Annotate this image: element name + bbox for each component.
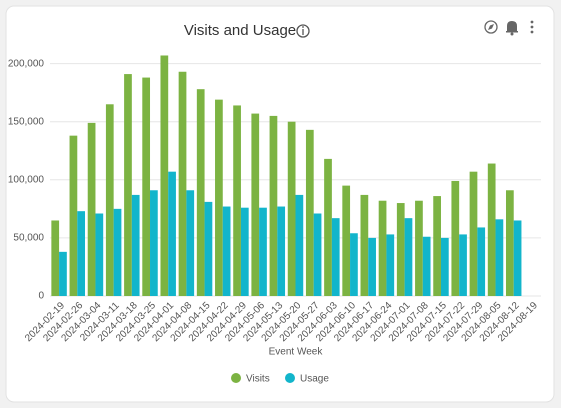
bar <box>324 158 332 296</box>
bar <box>196 89 205 296</box>
bar <box>305 129 314 296</box>
alert-icon[interactable] <box>506 21 518 36</box>
bar <box>513 220 522 296</box>
bar <box>51 220 60 296</box>
bar <box>259 207 267 296</box>
bar <box>378 200 387 296</box>
bar <box>277 206 286 296</box>
bar <box>59 251 67 296</box>
bar <box>295 194 304 296</box>
bar <box>240 207 249 296</box>
bar <box>440 237 449 296</box>
bar <box>469 171 478 296</box>
bar <box>487 163 496 296</box>
bar <box>150 190 158 296</box>
bar <box>251 113 260 296</box>
bar <box>215 99 223 296</box>
bar <box>396 203 405 296</box>
bar <box>386 234 395 296</box>
bar <box>415 200 423 296</box>
bar <box>269 115 278 297</box>
chart-title: Visits and Usage <box>184 22 296 39</box>
bar <box>404 218 413 296</box>
bar <box>342 185 351 296</box>
more-menu[interactable] <box>530 20 534 34</box>
bar <box>433 196 441 296</box>
bar <box>287 121 296 296</box>
y-tick-label: 150,000 <box>8 116 45 127</box>
bar <box>168 171 176 296</box>
bar <box>204 201 213 296</box>
bar <box>160 55 169 296</box>
bar <box>422 236 431 296</box>
bar <box>350 233 358 296</box>
bar <box>105 104 114 297</box>
bar <box>95 213 104 296</box>
legend-label: Usage <box>300 374 329 385</box>
y-tick-label: 0 <box>38 291 44 302</box>
bar <box>77 211 86 296</box>
bar <box>505 190 514 296</box>
bar <box>142 77 151 296</box>
x-axis-title: Event Week <box>269 347 324 358</box>
bar <box>331 218 340 296</box>
info-icon[interactable] <box>296 24 310 38</box>
y-tick-label: 100,000 <box>8 174 45 185</box>
legend-swatch <box>231 373 241 383</box>
bar <box>222 206 231 296</box>
bar <box>124 74 132 296</box>
legend-swatch <box>285 373 295 383</box>
bar <box>451 180 460 296</box>
explore-icon[interactable] <box>484 20 498 34</box>
bar <box>113 208 122 296</box>
bar <box>69 135 78 296</box>
y-tick-label: 200,000 <box>8 58 45 69</box>
bar <box>178 71 187 296</box>
bar <box>87 122 96 296</box>
bar <box>477 227 486 296</box>
bar <box>313 213 322 296</box>
bar <box>368 237 376 296</box>
bar <box>233 105 241 296</box>
bar <box>186 190 195 296</box>
bar <box>459 234 467 296</box>
bar <box>360 194 369 296</box>
bar <box>131 194 140 296</box>
bar <box>495 219 504 296</box>
legend-label: Visits <box>246 374 270 385</box>
y-tick-label: 50,000 <box>13 233 44 244</box>
